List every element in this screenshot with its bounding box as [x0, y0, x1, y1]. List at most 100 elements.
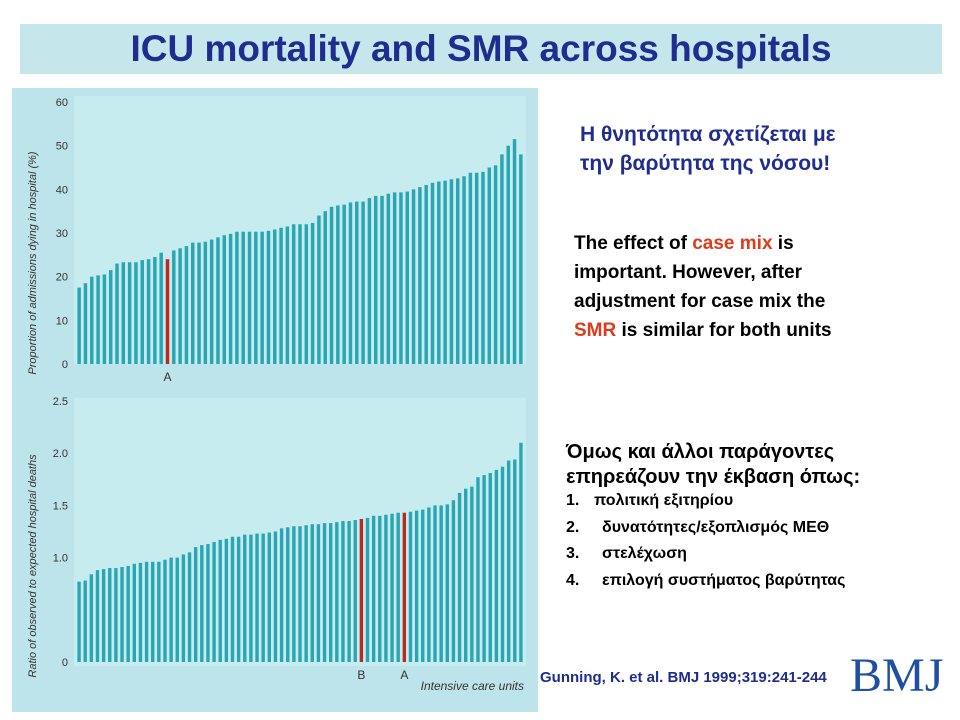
bottom-ytick-label: 2.0: [53, 448, 68, 460]
top-bar: [500, 154, 504, 364]
bottom-ytick-label: 2.5: [53, 396, 68, 408]
top-bar: [474, 172, 479, 364]
top-bar: [361, 201, 365, 364]
top-bar: [191, 242, 195, 364]
top-bar: [487, 167, 492, 364]
bottom-bar: [83, 580, 87, 662]
list-item-number: 4.: [566, 571, 580, 589]
bottom-bar: [132, 563, 136, 662]
bottom-bar-highlight-B: [359, 518, 364, 662]
bottom-bar: [341, 521, 345, 662]
top-ytick-label: 10: [56, 315, 68, 327]
bottom-bar: [101, 569, 106, 662]
top-bar: [102, 274, 107, 364]
bottom-bar: [322, 523, 327, 662]
top-bar: [399, 192, 403, 364]
bottom-bar: [114, 568, 118, 662]
bottom-bar: [144, 561, 149, 662]
bottom-bar: [218, 539, 222, 662]
top-bar: [405, 191, 409, 364]
top-bar: [247, 231, 252, 364]
top-bar: [317, 215, 321, 364]
top-bar: [83, 283, 88, 364]
top-bar: [216, 237, 220, 364]
top-bar: [197, 242, 201, 364]
bottom-bar: [273, 531, 278, 662]
top-bar: [462, 176, 466, 364]
top-chart-ylabel: Proportion of admissions dying in hospit…: [27, 151, 39, 375]
bmj-logo: BMJ: [850, 649, 944, 702]
top-bar: [273, 229, 277, 364]
bottom-bar: [365, 517, 370, 662]
bottom-bar: [126, 565, 130, 662]
english-note-line4: SMR is similar for both units: [574, 316, 832, 345]
top-bar: [342, 204, 346, 364]
list-item: 4. επιλογή συστήματος βαρύτητας: [566, 572, 845, 599]
top-bar: [430, 182, 435, 364]
top-bar: [203, 241, 208, 364]
bottom-bar: [151, 561, 155, 662]
bottom-bar: [464, 488, 468, 662]
bottom-bar: [298, 526, 302, 662]
top-bar: [493, 165, 498, 364]
bottom-bar: [108, 568, 112, 662]
top-ytick-label: 0: [62, 359, 68, 371]
bottom-bar: [396, 512, 400, 662]
top-bar: [310, 222, 315, 364]
bottom-marker-label: B: [357, 668, 365, 682]
top-bar: [121, 262, 126, 364]
list-item-text: δυνατότητες/εξοπλισμός ΜΕΘ: [602, 518, 830, 536]
bottom-bar: [329, 523, 333, 662]
bottom-bar: [138, 562, 143, 662]
bottom-bar: [414, 510, 419, 662]
bottom-bar: [476, 477, 480, 662]
bottom-bar: [249, 534, 253, 662]
bottom-bar: [267, 532, 272, 662]
bottom-bar: [408, 511, 413, 662]
bottom-bar: [187, 552, 192, 662]
top-ytick-label: 60: [56, 97, 68, 109]
top-bar: [159, 252, 163, 364]
bottom-bar: [200, 545, 204, 662]
list-item-text: επιλογή συστήματος βαρύτητας: [602, 571, 846, 589]
top-bar: [108, 270, 113, 364]
bottom-bar: [500, 466, 505, 662]
top-bar: [424, 184, 428, 364]
bottom-bar: [378, 515, 382, 662]
bottom-bar: [95, 570, 100, 662]
case-mix-highlight: case mix: [692, 233, 773, 254]
top-bar: [367, 198, 372, 364]
bottom-bar: [310, 524, 314, 662]
list-item: 3. στελέχωση: [566, 545, 845, 572]
bottom-bar: [255, 533, 259, 662]
greek-factors-line1: Όμως και άλλοι παράγοντες: [566, 441, 835, 463]
bottom-bar: [482, 475, 486, 662]
bottom-bar: [261, 533, 265, 662]
bottom-bar: [427, 507, 431, 662]
top-bar: [519, 154, 523, 364]
top-bar: [266, 230, 271, 364]
bottom-bar: [77, 581, 81, 662]
top-bar: [506, 145, 510, 364]
bottom-bar: [445, 504, 449, 662]
top-bar: [348, 202, 353, 364]
bottom-bar: [519, 442, 523, 662]
bottom-bar: [292, 526, 296, 662]
list-item-number: 3.: [566, 545, 580, 562]
top-bar: [222, 235, 227, 364]
list-item-text: πολιτική εξιτηρίου: [594, 492, 734, 509]
top-bar: [153, 257, 157, 364]
slide-title: ICU mortality and SMR across hospitals: [130, 28, 832, 69]
english-note-part2: is: [772, 233, 794, 254]
top-bar: [209, 239, 214, 364]
bottom-bar: [89, 574, 94, 662]
top-bar: [77, 287, 81, 364]
bottom-bar: [390, 513, 394, 662]
top-bar: [178, 248, 182, 364]
bottom-chart-xlabel: Intensive care units: [421, 679, 524, 693]
top-bar: [468, 172, 473, 364]
english-note-line3: adjustment for case mix the: [574, 291, 826, 312]
english-note-line2: important. However, after: [574, 262, 803, 283]
top-bar: [392, 192, 397, 364]
bottom-bar: [193, 547, 198, 662]
